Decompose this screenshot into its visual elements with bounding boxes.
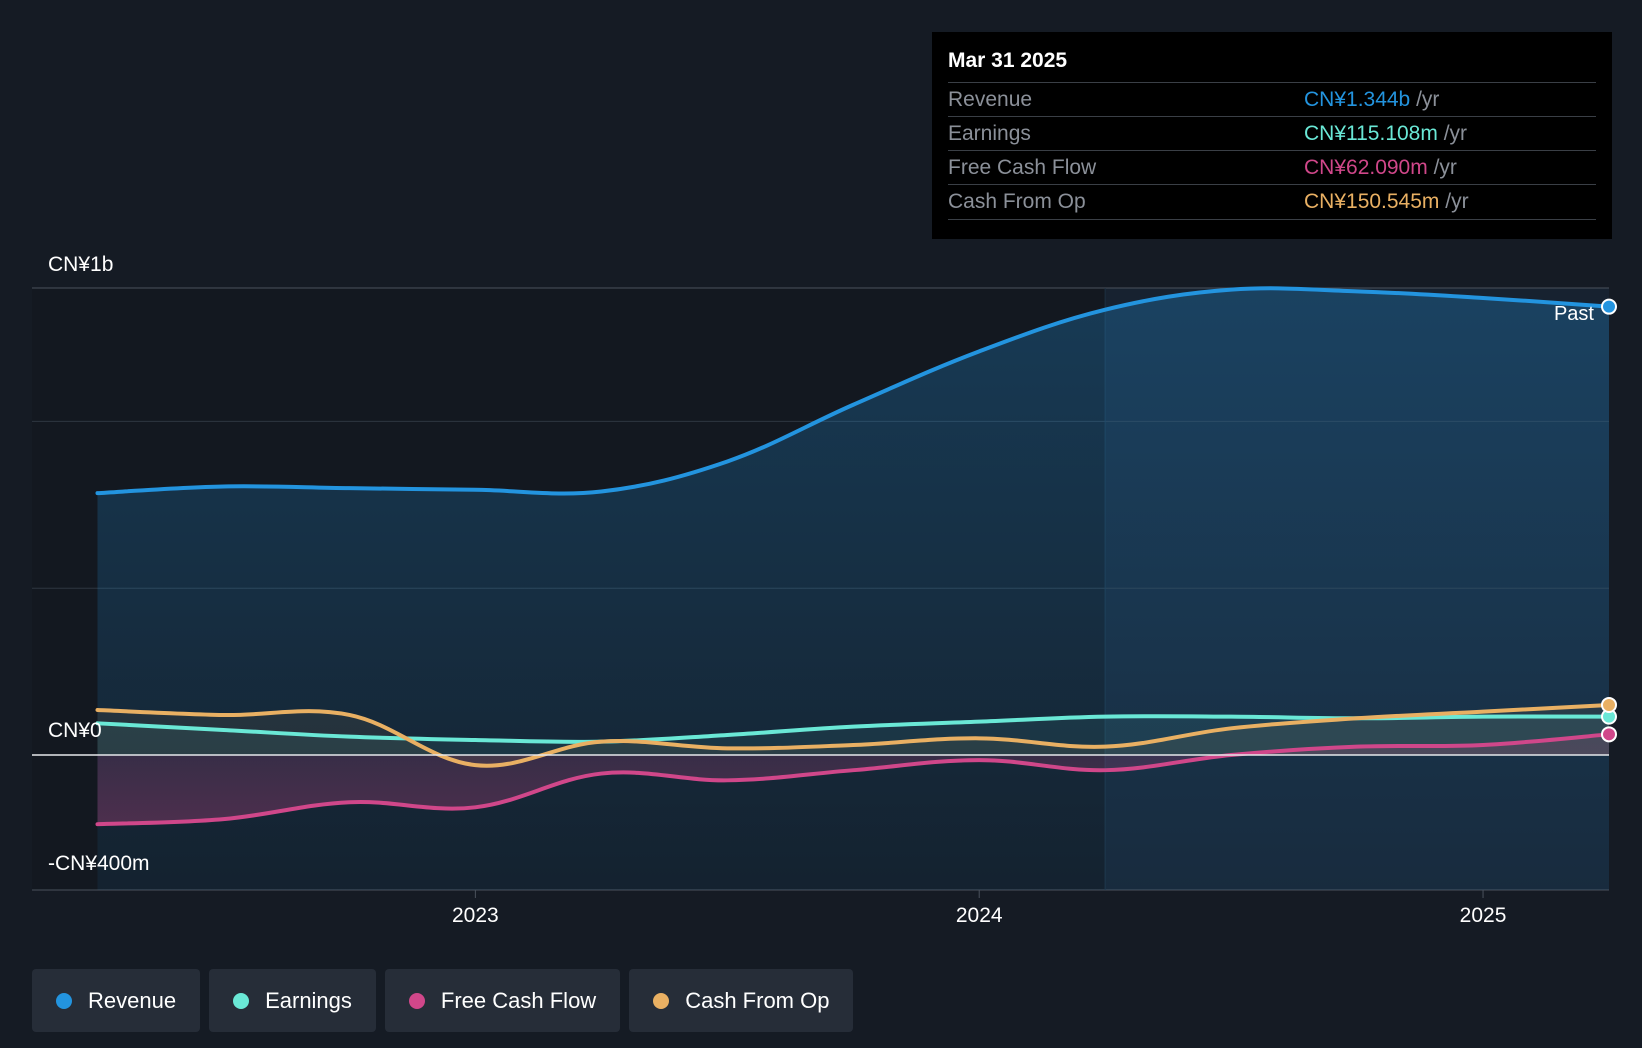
x-tick-label: 2024 bbox=[956, 904, 1003, 927]
legend-dot-icon bbox=[233, 992, 250, 1009]
tooltip-number: CN¥115.108m bbox=[1304, 122, 1438, 145]
legend-item-revenue[interactable]: Revenue bbox=[32, 969, 201, 1032]
tooltip-unit: /yr bbox=[1443, 122, 1468, 145]
tooltip-row-earnings: Earnings CN¥115.108m /yr bbox=[948, 116, 1596, 151]
legend-label: Revenue bbox=[88, 987, 177, 1013]
earnings-area bbox=[97, 716, 1609, 755]
tooltip-date: Mar 31 2025 bbox=[948, 49, 1068, 72]
y-tick-label: -CN¥400m bbox=[48, 852, 150, 875]
cfo-line bbox=[95, 702, 1611, 768]
tooltip-row-revenue: Revenue CN¥1.344b /yr bbox=[948, 82, 1596, 117]
tooltip-row-cash-from-op: Cash From Op CN¥150.545m /yr bbox=[948, 184, 1596, 220]
tooltip-label: Free Cash Flow bbox=[948, 156, 1097, 179]
past-label: Past bbox=[1554, 303, 1594, 325]
tooltip-value: CN¥1.344b /yr bbox=[1304, 83, 1439, 117]
legend-item-earnings[interactable]: Earnings bbox=[209, 969, 376, 1032]
legend-label: Free Cash Flow bbox=[440, 987, 597, 1013]
revenue-end-marker bbox=[1601, 298, 1617, 315]
tooltip-value: CN¥150.545m /yr bbox=[1304, 185, 1469, 219]
tooltip-unit: /yr bbox=[1445, 190, 1469, 213]
tooltip-number: CN¥150.545m bbox=[1304, 190, 1440, 213]
axis-labels: CN¥1b CN¥0 -CN¥400m 2023 2024 2025 Past bbox=[48, 253, 1594, 927]
tooltip-row-free-cash-flow: Free Cash Flow CN¥62.090m /yr bbox=[948, 150, 1596, 185]
tooltip-label: Revenue bbox=[948, 88, 1033, 111]
legend-item-free-cash-flow[interactable]: Free Cash Flow bbox=[384, 969, 621, 1032]
tooltip-label: Cash From Op bbox=[948, 190, 1086, 213]
fcf-line bbox=[95, 732, 1611, 827]
revenue-line bbox=[95, 286, 1611, 496]
legend-label: Earnings bbox=[265, 987, 352, 1013]
tooltip-number: CN¥62.090m bbox=[1304, 156, 1428, 179]
cfo-area bbox=[97, 704, 1609, 766]
legend-dot-icon bbox=[56, 992, 72, 1009]
legend: Revenue Earnings Free Cash Flow Cash Fro… bbox=[32, 969, 854, 1032]
legend-item-cash-from-op[interactable]: Cash From Op bbox=[629, 969, 854, 1032]
fcf-area bbox=[97, 734, 1609, 825]
x-tick-label: 2025 bbox=[1460, 904, 1507, 927]
fcf-end-marker bbox=[1601, 726, 1617, 743]
y-tick-label: CN¥0 bbox=[48, 719, 102, 742]
tooltip-value: CN¥115.108m /yr bbox=[1304, 117, 1467, 151]
legend-label: Cash From Op bbox=[685, 987, 830, 1013]
cfo-end-marker bbox=[1601, 696, 1617, 713]
tooltip: Mar 31 2025 Revenue CN¥1.344b /yr Earnin… bbox=[932, 32, 1612, 239]
y-tick-label: CN¥1b bbox=[48, 253, 113, 276]
legend-dot-icon bbox=[408, 992, 425, 1009]
tooltip-value: CN¥62.090m /yr bbox=[1304, 151, 1457, 185]
tooltip-label: Earnings bbox=[948, 122, 1031, 145]
end-markers bbox=[1601, 298, 1617, 743]
tooltip-number: CN¥1.344b bbox=[1304, 88, 1411, 111]
x-tick-label: 2023 bbox=[452, 904, 499, 927]
legend-dot-icon bbox=[653, 992, 670, 1009]
series-lines bbox=[32, 286, 1611, 827]
tooltip-unit: /yr bbox=[1433, 156, 1457, 179]
tooltip-unit: /yr bbox=[1416, 88, 1440, 111]
